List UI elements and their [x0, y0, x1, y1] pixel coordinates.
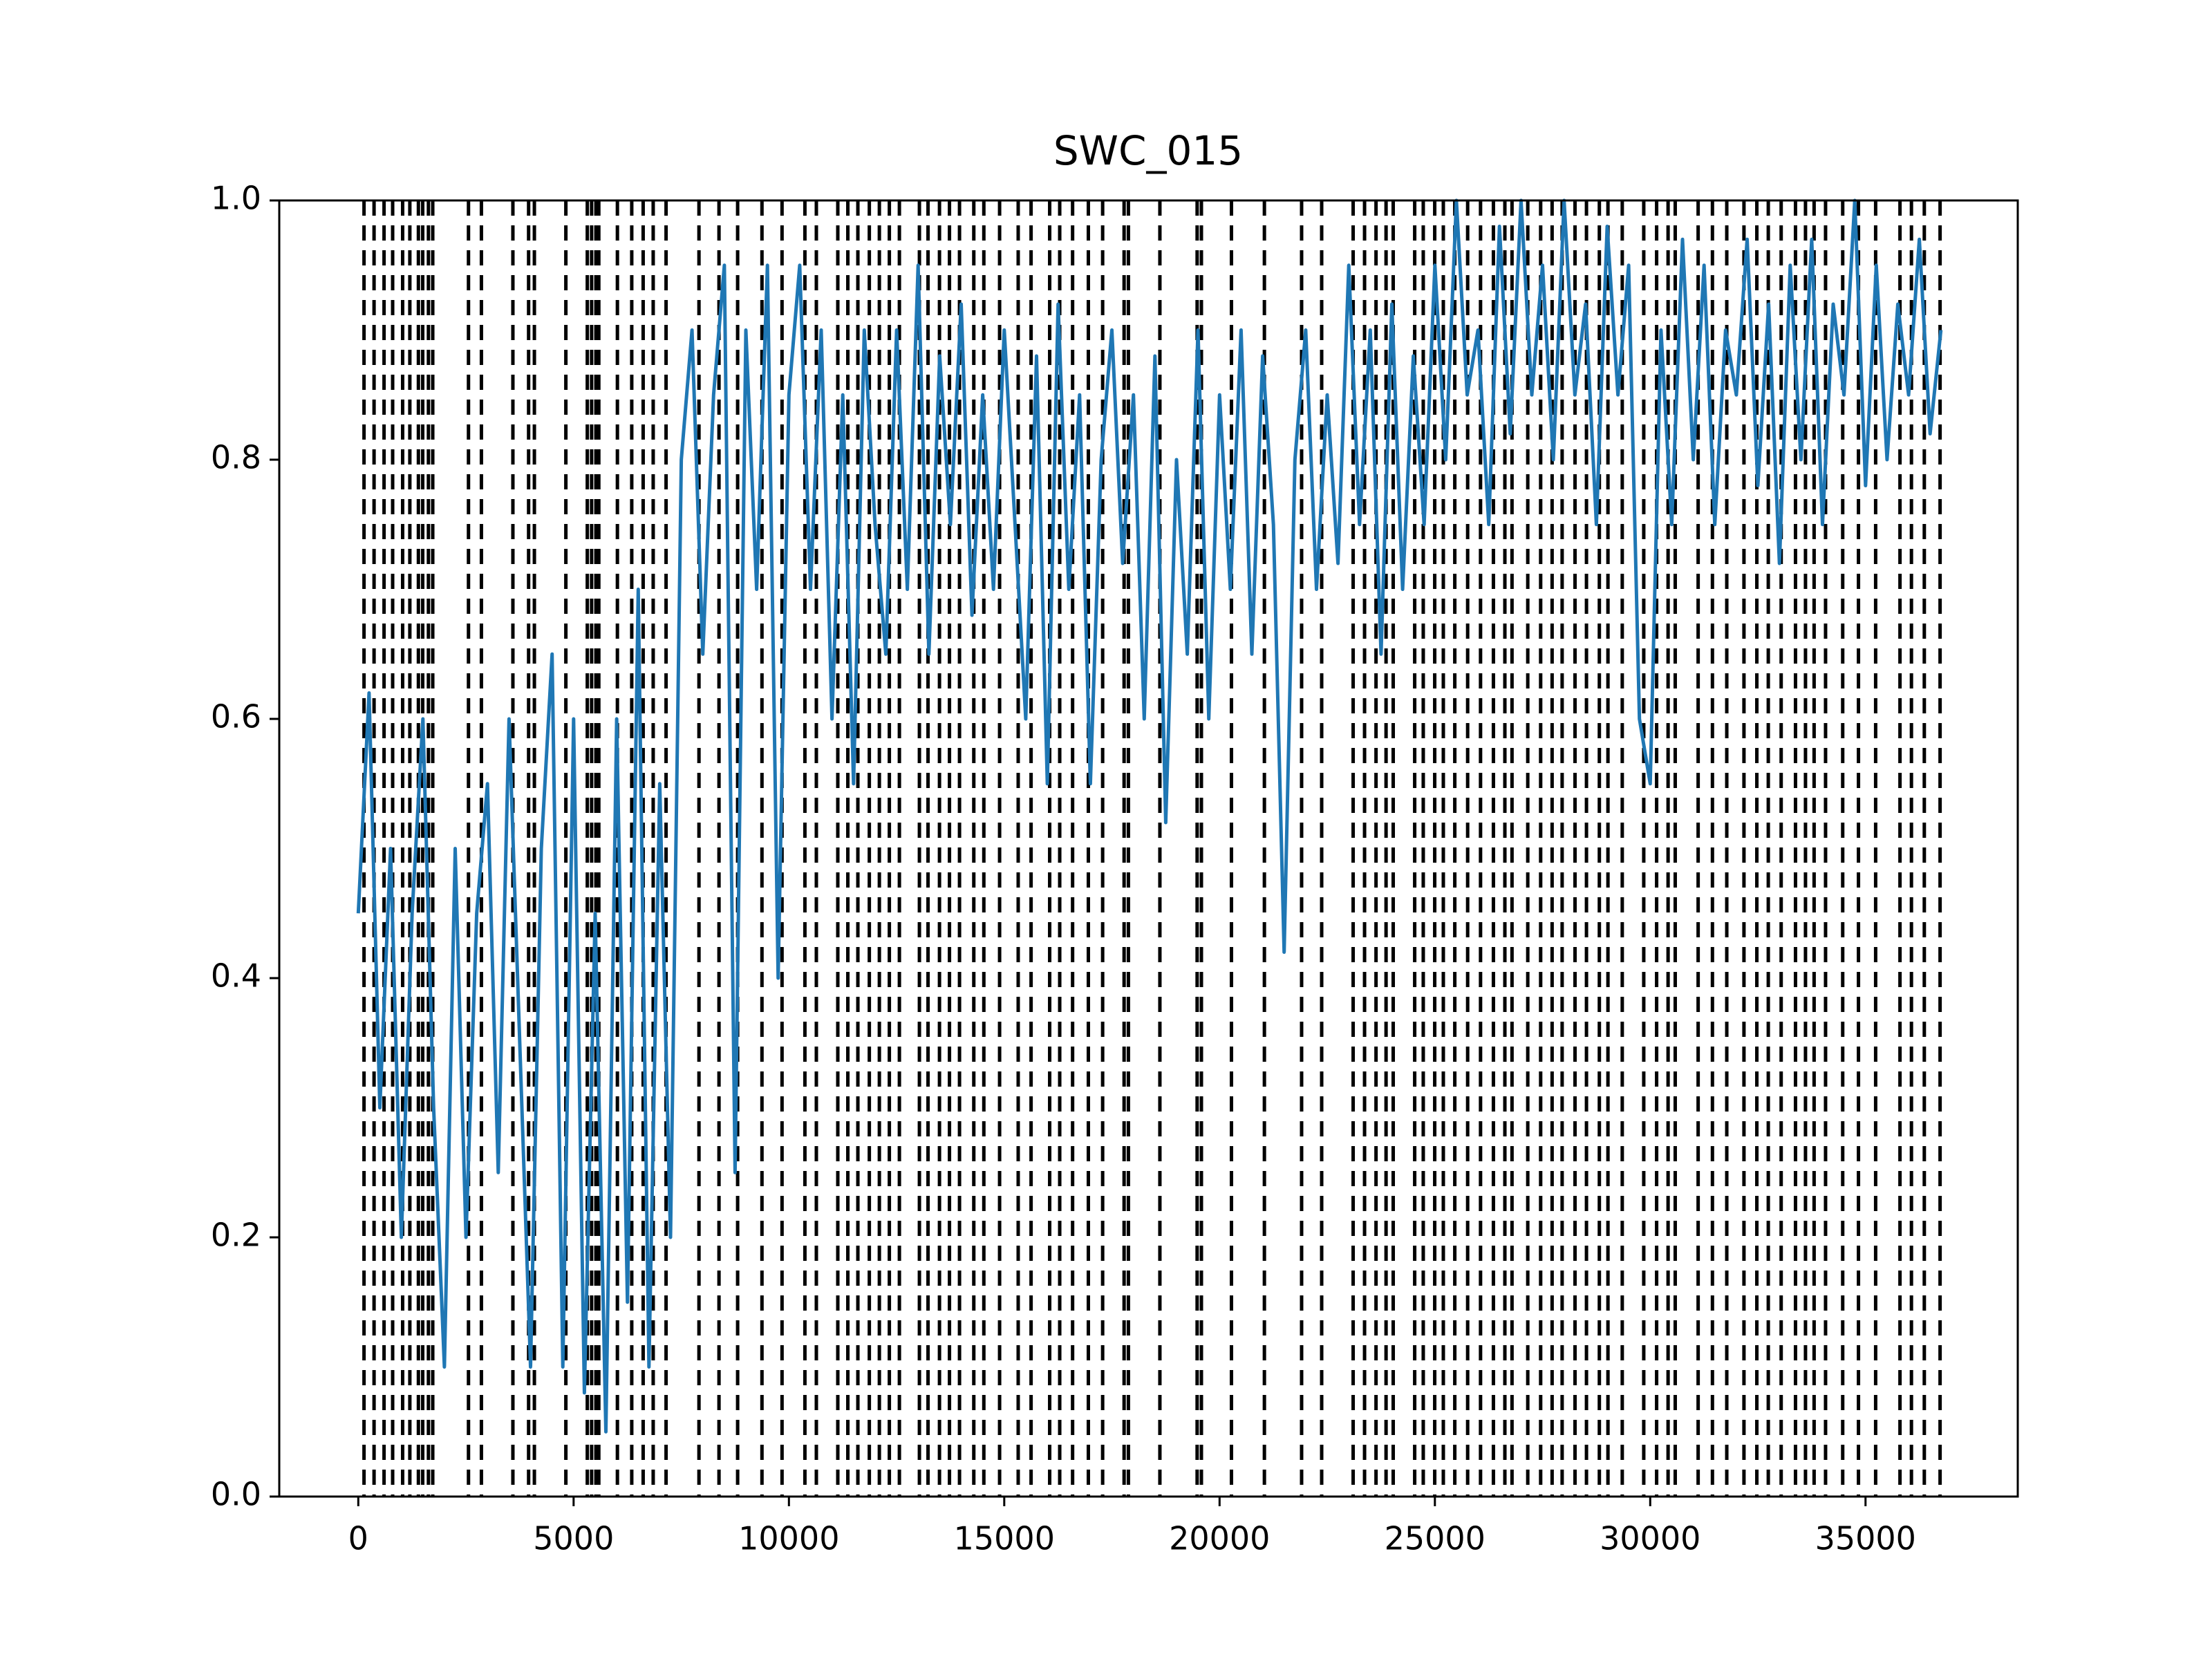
- y-tick-label: 0.8: [211, 439, 261, 476]
- plot-frame: [278, 199, 2019, 1498]
- data-line: [356, 198, 1943, 1434]
- y-tick-label: 0.4: [211, 957, 261, 995]
- x-tick-label: 25000: [1385, 1520, 1485, 1557]
- y-tick-label: 0.6: [211, 698, 261, 735]
- x-tick-label: 5000: [533, 1520, 614, 1557]
- y-tick-label: 0.0: [211, 1476, 261, 1513]
- y-tick-label: 1.0: [211, 180, 261, 217]
- y-tick-label: 0.2: [211, 1217, 261, 1254]
- x-tick-label: 35000: [1815, 1520, 1916, 1557]
- x-tick-label: 15000: [954, 1520, 1055, 1557]
- x-tick-label: 30000: [1600, 1520, 1700, 1557]
- chart-title: SWC_015: [1053, 127, 1243, 174]
- x-tick-label: 0: [348, 1520, 368, 1557]
- x-tick-label: 20000: [1169, 1520, 1270, 1557]
- x-tick-label: 10000: [738, 1520, 839, 1557]
